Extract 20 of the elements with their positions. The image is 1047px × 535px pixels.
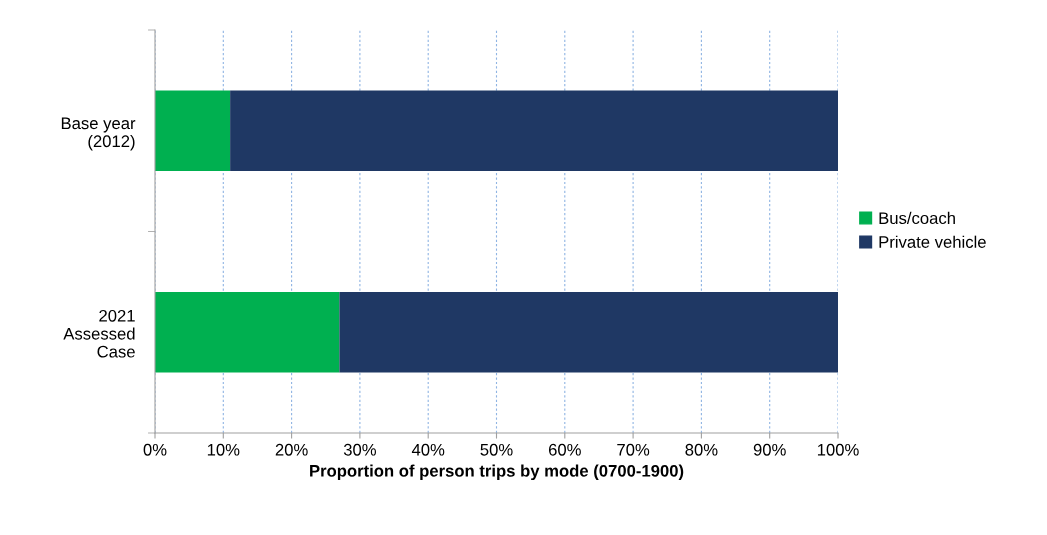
x-tick-label: 70%	[617, 443, 650, 456]
x-tick-label: 40%	[411, 443, 445, 456]
x-tick-label: 100%	[817, 443, 859, 456]
y-tick-label: Base year (2012)	[61, 117, 136, 151]
x-tick-label: 10%	[207, 443, 240, 456]
bar	[339, 291, 838, 373]
x-tick-label: 0%	[143, 443, 167, 456]
x-tick-label: 20%	[275, 443, 308, 456]
x-axis-title: Proportion of person trips by mode (0700-1900)	[310, 464, 684, 481]
x-tick-label: 30%	[343, 443, 376, 456]
x-tick-label: 50%	[480, 443, 513, 456]
x-tick-label: 90%	[753, 443, 786, 456]
legend-label: Private vehicle	[879, 235, 986, 248]
bar	[155, 291, 340, 373]
x-tick-label: 60%	[548, 443, 581, 456]
y-tick-label: 2021 Assessed Case	[63, 309, 135, 358]
x-tick-label: 80%	[685, 443, 718, 456]
bar	[230, 90, 838, 172]
legend-label: Bus/coach	[879, 211, 955, 225]
bar	[155, 90, 231, 172]
